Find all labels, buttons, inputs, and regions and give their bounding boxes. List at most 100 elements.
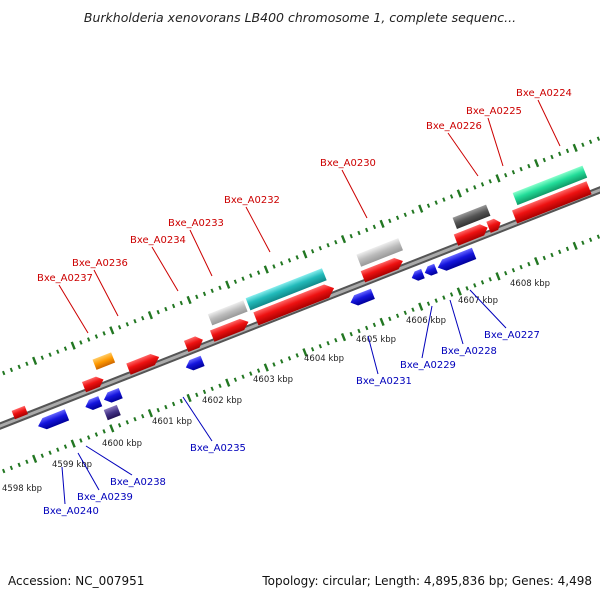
minor-tick [434,200,438,205]
gene-feature[interactable] [253,282,336,326]
major-tick [225,280,231,289]
gene-feature[interactable] [436,247,477,273]
minor-tick [156,309,160,315]
minor-tick [133,416,137,422]
minor-tick [79,438,83,443]
gene-label[interactable]: Bxe_A0240 [43,506,99,517]
minor-tick [434,298,438,303]
gene-label[interactable]: Bxe_A0224 [516,88,572,99]
gene-feature[interactable] [423,263,438,278]
gene-label[interactable]: Bxe_A0226 [426,121,482,132]
minor-tick [287,258,292,263]
label-leader [77,452,100,491]
gene-label[interactable]: Bxe_A0228 [441,346,497,357]
gene-label[interactable]: Bxe_A0230 [320,158,376,169]
gene-label[interactable]: Bxe_A0234 [130,235,186,246]
gene-feature[interactable] [184,355,205,373]
genome-summary: Topology: circular; Length: 4,895,836 bp… [262,574,592,588]
gene-feature[interactable] [11,405,28,420]
gene-label[interactable]: Bxe_A0225 [466,106,522,117]
minor-tick [334,239,338,245]
minor-tick [473,185,477,190]
minor-tick [17,364,21,370]
minor-tick [94,432,99,437]
minor-tick [117,325,122,330]
major-tick [572,143,578,153]
tick-row-outer [2,136,600,376]
gene-feature[interactable] [349,288,375,308]
gene-feature[interactable] [36,409,70,432]
major-tick [572,241,578,251]
minor-tick [372,224,377,230]
gene-feature[interactable] [245,268,327,311]
minor-tick [249,371,253,376]
gene-feature[interactable] [102,388,123,405]
minor-tick [326,340,330,346]
gene-feature[interactable] [210,316,251,342]
minor-tick [310,249,315,254]
label-leaders [58,99,561,505]
label-leader [85,445,133,476]
gene-label[interactable]: Bxe_A0232 [224,195,280,206]
minor-tick [287,356,292,361]
minor-tick [395,313,400,319]
minor-tick [318,245,322,251]
minor-tick [550,154,554,160]
gene-feature[interactable] [183,334,205,352]
minor-tick [565,148,570,154]
minor-tick [9,367,14,373]
gene-feature[interactable] [512,165,588,206]
minor-tick [102,429,106,434]
gene-label[interactable]: Bxe_A0236 [72,258,128,269]
minor-tick [179,300,183,306]
minor-tick [581,142,585,148]
gene-label[interactable]: Bxe_A0238 [110,477,166,488]
minor-tick [357,230,361,236]
minor-tick [179,398,183,404]
minor-tick [411,209,415,214]
major-tick [109,326,115,335]
major-tick [70,341,76,350]
major-tick [418,204,424,213]
major-tick [302,250,308,259]
gene-feature[interactable] [81,374,106,393]
gene-label[interactable]: Bxe_A0231 [356,376,412,387]
label-leader [537,99,561,147]
gene-label[interactable]: Bxe_A0227 [484,330,540,341]
gene-feature[interactable] [126,351,161,375]
scale-label: 4607 kbp [458,296,498,306]
accession-label: Accession: NC_007951 [8,574,145,588]
gene-feature[interactable] [103,404,121,421]
major-tick [32,454,38,463]
gene-feature[interactable] [83,396,103,412]
major-tick [534,256,540,266]
minor-tick [63,346,68,351]
gene-label[interactable]: Bxe_A0237 [37,273,93,284]
gene-feature[interactable] [360,255,405,283]
minor-tick [56,349,60,354]
gene-label[interactable]: Bxe_A0233 [168,218,224,229]
gene-feature[interactable] [207,300,248,326]
minor-tick [233,377,238,382]
gene-feature[interactable] [92,352,116,370]
minor-tick [365,325,369,331]
gene-feature[interactable] [452,204,491,229]
gene-label[interactable]: Bxe_A0235 [190,443,246,454]
minor-tick [48,352,52,357]
gene-feature[interactable] [453,222,490,246]
minor-tick [442,295,446,300]
minor-tick [164,306,168,312]
gene-feature[interactable] [356,238,403,267]
gene-feature[interactable] [410,268,425,283]
gene-feature[interactable] [512,181,592,224]
minor-tick [9,465,14,471]
minor-tick [558,249,562,255]
gene-label[interactable]: Bxe_A0229 [400,360,456,371]
minor-tick [550,252,554,258]
minor-tick [272,362,276,367]
minor-tick [588,139,593,145]
gene-label[interactable]: Bxe_A0239 [77,492,133,503]
minor-tick [256,368,261,373]
gene-feature[interactable] [486,217,502,233]
